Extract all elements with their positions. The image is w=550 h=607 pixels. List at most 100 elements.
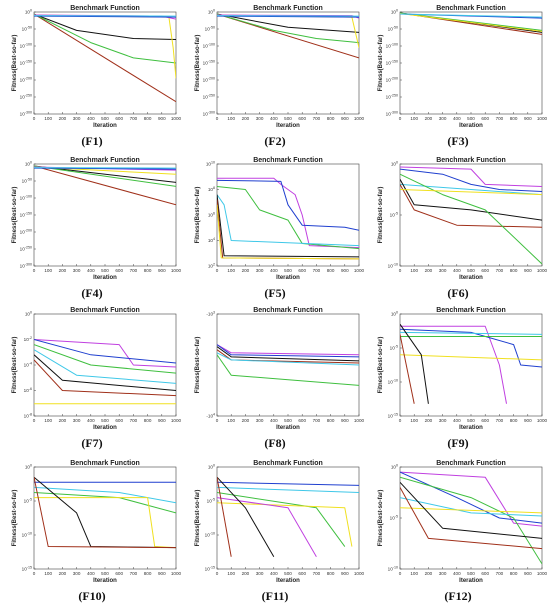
y-tick-label: 100 <box>25 9 32 15</box>
series-line-blue <box>217 15 359 18</box>
series-line-yellow <box>400 13 542 32</box>
x-tick-label: 800 <box>144 116 152 121</box>
y-tick-label: 10-200 <box>386 77 398 83</box>
x-tick-label: 400 <box>453 571 461 576</box>
chart-svg: Benchmark Function 0 100 200 300 400 500 600 700… <box>378 460 548 584</box>
x-tick-label: 200 <box>242 571 250 576</box>
series-line-black <box>400 179 542 221</box>
chart-svg: Benchmark Function 0 100 200 300 400 500 600 700… <box>12 460 182 584</box>
series-line-red <box>217 477 232 557</box>
x-tick-label: 800 <box>510 116 518 121</box>
series-group <box>400 471 542 565</box>
y-tick-label: 10-300 <box>20 263 32 269</box>
x-tick-label: 0 <box>33 116 36 121</box>
x-tick-label: 500 <box>467 268 475 273</box>
chart-svg: Benchmark Function 0 100 200 300 400 500 600 700… <box>12 307 182 431</box>
series-line-magenta <box>400 166 542 187</box>
panel-caption: (F7) <box>81 436 103 450</box>
x-tick-label: 1000 <box>171 116 182 121</box>
y-tick-label: 10-15 <box>22 566 32 572</box>
x-tick-label: 800 <box>510 268 518 273</box>
x-axis-label: Iteration <box>276 578 300 584</box>
x-tick-label: 400 <box>453 116 461 121</box>
chart-title: Benchmark Function <box>436 157 506 164</box>
y-axis-label: Fitness(Best-so-far) <box>195 187 201 244</box>
x-tick-label: 500 <box>101 571 109 576</box>
y-tick-label: 100 <box>391 464 398 470</box>
x-tick-label: 600 <box>115 268 123 273</box>
y-tick-label: 10-300 <box>203 111 215 117</box>
y-axis-label: Fitness(Best-so-far) <box>378 337 384 394</box>
y-tick-label: 10-5 <box>390 212 398 218</box>
y-tick-label: 10-200 <box>203 77 215 83</box>
chart-title: Benchmark Function <box>253 307 323 314</box>
panel-caption: (F12) <box>444 589 472 603</box>
chart-panel: Benchmark Function 0 100 200 300 400 500 600 700… <box>187 457 365 607</box>
series-line-cyan <box>34 349 176 384</box>
y-axis-label: Fitness(Best-so-far) <box>378 490 384 547</box>
x-tick-label: 0 <box>33 571 36 576</box>
y-tick-label: 100 <box>391 161 398 167</box>
y-tick-label: 108 <box>208 186 215 192</box>
series-line-black <box>34 165 176 183</box>
x-tick-label: 200 <box>425 418 433 423</box>
y-tick-label: 10-6 <box>24 387 32 393</box>
panel-caption: (F2) <box>264 134 286 148</box>
series-line-yellow <box>217 502 353 547</box>
x-tick-label: 500 <box>101 268 109 273</box>
chart-title: Benchmark Function <box>253 460 323 467</box>
series-line-magenta <box>217 497 317 558</box>
series-group <box>217 177 359 260</box>
series-line-green <box>400 476 542 565</box>
series-line-black <box>34 354 176 391</box>
x-tick-label: 900 <box>158 116 166 121</box>
x-tick-label: 100 <box>227 571 235 576</box>
series-line-blue <box>34 167 176 170</box>
panel-caption: (F11) <box>261 589 289 603</box>
y-tick-label: 10-150 <box>20 212 32 218</box>
x-tick-label: 500 <box>101 418 109 423</box>
series-line-green <box>400 173 542 265</box>
y-tick-label: 10-50 <box>22 26 32 32</box>
y-tick-label: 10-100 <box>386 43 398 49</box>
x-tick-label: 400 <box>270 418 278 423</box>
chart-panel: Benchmark Function 0 100 200 300 400 500 600 700… <box>4 304 182 454</box>
plot-area <box>399 163 543 267</box>
chart-title: Benchmark Function <box>70 307 140 314</box>
x-axis-label: Iteration <box>459 275 483 281</box>
series-line-red <box>400 487 542 550</box>
x-tick-label: 1000 <box>537 116 548 121</box>
series-line-black <box>217 194 359 258</box>
chart-panel: Benchmark Function 0 100 200 300 400 500 600 700… <box>370 457 548 607</box>
series-line-cyan <box>217 486 359 493</box>
chart-svg: Benchmark Function 0 100 200 300 400 500 600 700… <box>195 307 365 431</box>
series-line-black <box>217 346 359 362</box>
x-tick-label: 400 <box>270 116 278 121</box>
x-tick-label: 100 <box>410 268 418 273</box>
y-tick-label: 104 <box>208 237 215 243</box>
series-line-green <box>34 165 176 187</box>
x-tick-label: 300 <box>256 418 264 423</box>
series-group <box>217 344 359 386</box>
x-axis-label: Iteration <box>459 425 483 431</box>
x-tick-label: 300 <box>439 116 447 121</box>
x-tick-label: 600 <box>115 571 123 576</box>
series-line-black <box>217 13 359 33</box>
x-tick-label: 600 <box>298 418 306 423</box>
y-tick-label: 100 <box>25 464 32 470</box>
series-line-green <box>217 492 346 547</box>
panel-caption: (F5) <box>264 286 286 300</box>
series-line-blue <box>34 15 176 18</box>
x-axis-label: Iteration <box>93 123 117 129</box>
x-tick-label: 0 <box>216 268 219 273</box>
x-axis-label: Iteration <box>459 578 483 584</box>
chart-panel: Benchmark Function 0 100 200 300 400 500 600 700… <box>187 304 365 454</box>
y-axis-label: Fitness(Best-so-far) <box>378 187 384 244</box>
y-tick-label: 102 <box>208 263 215 269</box>
series-line-cyan <box>34 167 176 169</box>
x-tick-label: 900 <box>341 116 349 121</box>
x-tick-label: 200 <box>425 571 433 576</box>
series-group <box>400 12 542 35</box>
series-line-green <box>400 12 542 31</box>
